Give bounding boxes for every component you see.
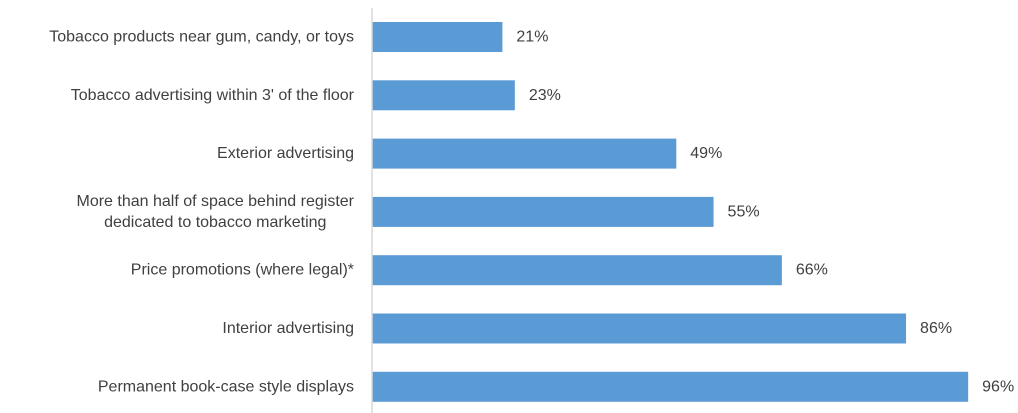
value-label: 66% (796, 262, 828, 279)
category-labels-group: Tobacco products near gum, candy, or toy… (49, 29, 354, 396)
category-label: Price promotions (where legal)* (131, 262, 354, 279)
category-label: Tobacco advertising within 3' of the flo… (71, 87, 355, 104)
category-label: Exterior advertising (217, 145, 354, 162)
category-label-line: Exterior advertising (217, 145, 354, 162)
category-label-line: Tobacco advertising within 3' of the flo… (71, 87, 355, 104)
value-label: 96% (982, 378, 1014, 395)
category-label: More than half of space behind register d… (77, 193, 355, 231)
bar (372, 196, 714, 227)
category-label: Tobacco products near gum, candy, or toy… (49, 29, 354, 46)
category-label-line: More than half of space behind register (77, 193, 355, 210)
bar (372, 80, 515, 111)
category-label-line: Permanent book-case style displays (98, 378, 354, 395)
bar (372, 313, 907, 344)
value-label: 49% (690, 145, 722, 162)
value-label: 86% (920, 320, 952, 337)
bar (372, 22, 503, 52)
value-labels-group: 21% 23% 49% 55% 66% 86% 96% (516, 29, 1014, 396)
category-label-line: Tobacco products near gum, candy, or toy… (49, 29, 354, 46)
category-label: Interior advertising (222, 320, 354, 337)
bars-group (372, 22, 969, 402)
category-label-line: Interior advertising (222, 320, 354, 337)
category-label-line: Price promotions (where legal)* (131, 262, 354, 279)
category-label: Permanent book-case style displays (98, 378, 354, 395)
value-label: 55% (728, 203, 760, 220)
value-label: 23% (529, 87, 561, 104)
category-label-line: dedicated to tobacco marketing (104, 214, 326, 231)
bar (372, 371, 969, 402)
value-label: 21% (516, 29, 548, 46)
bar (372, 138, 677, 169)
bar (372, 255, 782, 286)
